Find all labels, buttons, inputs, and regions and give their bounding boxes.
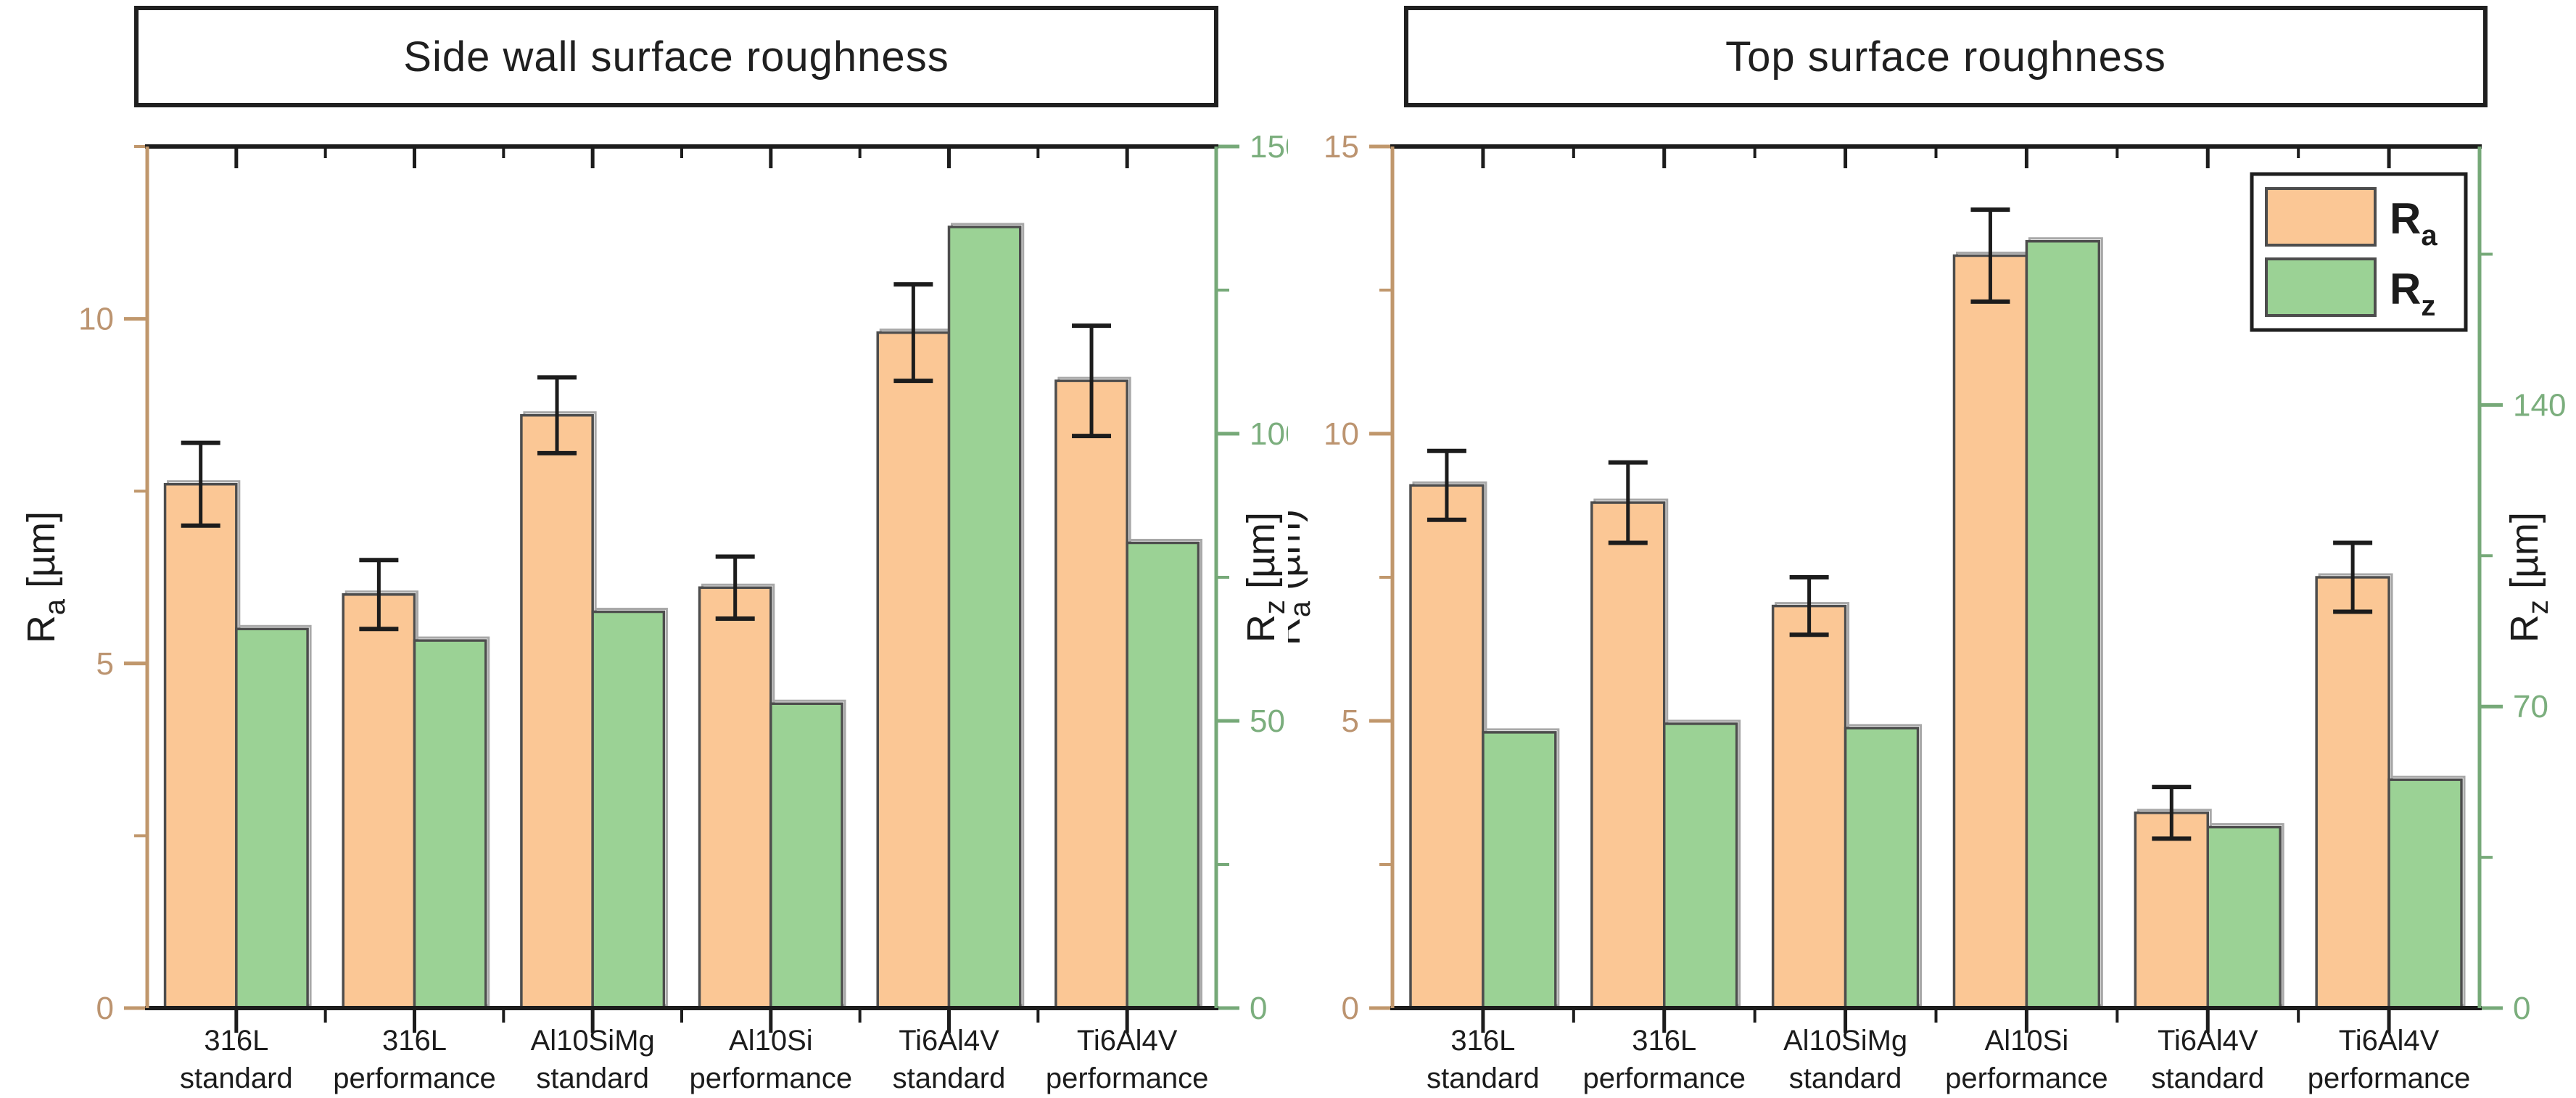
side-wall-chart-title: Side wall surface roughness bbox=[134, 6, 1218, 107]
right-axis-tick-label: 50 bbox=[1250, 703, 1285, 739]
bar-ra-5 bbox=[2315, 576, 2390, 1010]
right-axis-title: Rz [µm] bbox=[2503, 512, 2554, 643]
right-axis-title: Rz [µm] bbox=[1239, 512, 1288, 643]
category-label-0: 316L standard bbox=[180, 1025, 293, 1094]
right-axis-tick-label: 100 bbox=[1250, 416, 1288, 452]
left-axis-tick-label: 0 bbox=[96, 991, 114, 1026]
category-label-5: Ti6Al4V performance bbox=[2308, 1025, 2471, 1094]
bar-ra-0 bbox=[163, 482, 238, 1010]
category-label-5: Ti6Al4V performance bbox=[1046, 1025, 1209, 1094]
legend-swatch-rz bbox=[2265, 257, 2377, 317]
left-axis-tick-label: 5 bbox=[96, 646, 114, 682]
category-label-1: 316L performance bbox=[1582, 1025, 1746, 1094]
right-axis-tick-label: 70 bbox=[2513, 689, 2548, 725]
category-label-4: Ti6Al4V standard bbox=[2151, 1025, 2264, 1094]
side-wall-chart-svg: 0510050100150316Lstandard316Lperformance… bbox=[20, 129, 1288, 1094]
right-axis-tick-label: 140 bbox=[2513, 387, 2566, 423]
category-label-4: Ti6Al4V standard bbox=[893, 1025, 1006, 1094]
bar-ra-2 bbox=[1771, 604, 1847, 1010]
bar-rz-0 bbox=[235, 627, 309, 1010]
bar-rz-2 bbox=[1844, 727, 1920, 1010]
bar-ra-5 bbox=[1054, 379, 1128, 1010]
bar-rz-2 bbox=[591, 610, 666, 1010]
right-axis-tick-label: 150 bbox=[1250, 129, 1288, 165]
bar-ra-3 bbox=[1952, 254, 2028, 1010]
bar-rz-5 bbox=[1126, 541, 1200, 1010]
bar-rz-3 bbox=[2025, 239, 2101, 1010]
left-axis-tick-label: 10 bbox=[78, 302, 114, 337]
left-axis-title: Ra (µm) bbox=[1288, 509, 1316, 645]
top-surface-chart-title: Top surface roughness bbox=[1404, 6, 2488, 107]
left-axis-tick-label: 5 bbox=[1342, 703, 1359, 739]
legend-label-ra: Ra bbox=[2390, 194, 2437, 252]
bar-ra-1 bbox=[1590, 501, 1666, 1010]
bar-rz-1 bbox=[413, 639, 487, 1010]
top-surface-chart-svg: 0 5 10 15 0 70 140 316L standard 316L performance A… bbox=[1288, 129, 2566, 1094]
category-label-3: Al10Si performance bbox=[1945, 1025, 2108, 1094]
left-axis-tick-label: 0 bbox=[1342, 991, 1359, 1026]
right-axis-tick-label: 0 bbox=[1250, 991, 1267, 1026]
bar-rz-4 bbox=[2206, 825, 2282, 1010]
category-label-1: 316L performance bbox=[333, 1025, 496, 1094]
category-label-2: Al10SiMg standard bbox=[531, 1025, 655, 1094]
category-label-3: Al10Si performance bbox=[690, 1025, 853, 1094]
left-axis-title: Ra [µm] bbox=[20, 511, 71, 643]
bar-ra-3 bbox=[698, 586, 772, 1010]
bar-ra-2 bbox=[520, 413, 594, 1010]
bar-ra-0 bbox=[1409, 484, 1485, 1010]
bar-rz-5 bbox=[2387, 778, 2463, 1010]
bar-rz-3 bbox=[769, 702, 843, 1010]
bar-rz-1 bbox=[1663, 722, 1738, 1010]
bar-ra-1 bbox=[342, 593, 416, 1010]
left-axis-tick-label: 10 bbox=[1324, 416, 1359, 452]
bar-ra-4 bbox=[876, 331, 951, 1010]
right-axis-tick-label: 0 bbox=[2513, 991, 2530, 1026]
legend-label-rz: Rz bbox=[2390, 265, 2435, 322]
category-label-2: Al10SiMg standard bbox=[1783, 1025, 1907, 1094]
bar-ra-4 bbox=[2134, 811, 2209, 1010]
left-axis-tick-label: 15 bbox=[1324, 129, 1359, 165]
bar-rz-0 bbox=[1482, 731, 1557, 1010]
category-label-0: 316L standard bbox=[1427, 1025, 1540, 1094]
legend-swatch-ra bbox=[2265, 187, 2377, 247]
bar-rz-4 bbox=[947, 226, 1022, 1010]
